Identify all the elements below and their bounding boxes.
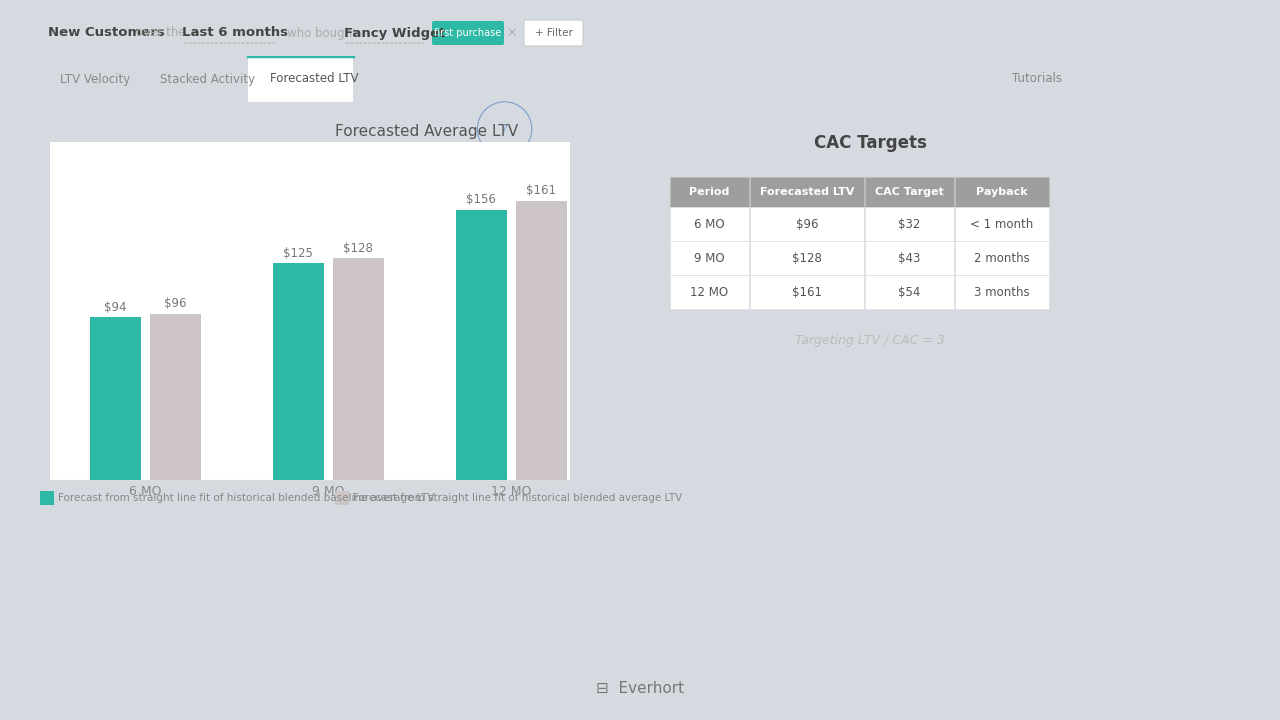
Text: $43: $43 bbox=[899, 251, 920, 264]
Text: 12 MO: 12 MO bbox=[690, 286, 728, 299]
Text: ⊟  Everhort: ⊟ Everhort bbox=[596, 680, 684, 696]
Text: $54: $54 bbox=[899, 286, 920, 299]
Text: first purchase: first purchase bbox=[434, 28, 502, 38]
Text: CAC Target: CAC Target bbox=[876, 187, 943, 197]
Text: 9 MO: 9 MO bbox=[694, 251, 724, 264]
FancyBboxPatch shape bbox=[524, 20, 582, 46]
Text: 3 months: 3 months bbox=[974, 286, 1030, 299]
Bar bbox=[865, 241, 954, 275]
Bar bbox=[669, 177, 749, 207]
Bar bbox=[955, 207, 1050, 241]
Bar bbox=[456, 210, 507, 480]
Bar bbox=[750, 275, 864, 309]
Bar bbox=[273, 264, 324, 480]
Bar bbox=[955, 241, 1050, 275]
Text: $161: $161 bbox=[526, 184, 557, 197]
Bar bbox=[865, 177, 954, 207]
Text: Last 6 months: Last 6 months bbox=[182, 27, 288, 40]
FancyBboxPatch shape bbox=[248, 56, 353, 102]
Text: Period: Period bbox=[690, 187, 730, 197]
Text: 6 MO: 6 MO bbox=[694, 217, 724, 230]
Bar bbox=[150, 314, 201, 480]
Text: ×: × bbox=[506, 27, 517, 40]
Text: over the: over the bbox=[136, 27, 186, 40]
Text: Forecasted Average LTV: Forecasted Average LTV bbox=[335, 124, 518, 139]
Text: $161: $161 bbox=[792, 286, 822, 299]
Text: Stacked Activity: Stacked Activity bbox=[160, 73, 255, 86]
Text: $94: $94 bbox=[104, 301, 127, 314]
Bar bbox=[669, 241, 749, 275]
Text: 2 months: 2 months bbox=[974, 251, 1030, 264]
Text: who bought: who bought bbox=[287, 27, 357, 40]
Text: $156: $156 bbox=[466, 193, 497, 206]
Text: Forecast from straight line fit of historical blended baseline average LTV: Forecast from straight line fit of histo… bbox=[58, 493, 434, 503]
Text: $96: $96 bbox=[164, 297, 187, 310]
Text: Forecasted LTV: Forecasted LTV bbox=[760, 187, 854, 197]
Bar bbox=[750, 207, 864, 241]
Text: $128: $128 bbox=[343, 242, 374, 255]
Text: Forecasted LTV: Forecasted LTV bbox=[270, 73, 358, 86]
Bar bbox=[750, 241, 864, 275]
Bar bbox=[40, 491, 54, 505]
Text: Payback: Payback bbox=[977, 187, 1028, 197]
Text: $125: $125 bbox=[283, 247, 314, 260]
Text: LTV Velocity: LTV Velocity bbox=[60, 73, 131, 86]
Text: Fancy Widget: Fancy Widget bbox=[344, 27, 445, 40]
Text: New Customers: New Customers bbox=[49, 27, 165, 40]
Bar bbox=[955, 177, 1050, 207]
Text: $32: $32 bbox=[899, 217, 920, 230]
Text: $96: $96 bbox=[796, 217, 818, 230]
Bar bbox=[333, 258, 384, 480]
Bar bbox=[865, 207, 954, 241]
Text: Tutorials: Tutorials bbox=[1012, 73, 1062, 86]
Bar bbox=[669, 275, 749, 309]
FancyBboxPatch shape bbox=[433, 21, 504, 45]
Bar bbox=[516, 201, 567, 480]
Text: Targeting LTV / CAC = 3: Targeting LTV / CAC = 3 bbox=[795, 334, 945, 347]
Bar bbox=[865, 275, 954, 309]
Text: ?: ? bbox=[502, 124, 508, 134]
Bar bbox=[669, 207, 749, 241]
Text: CAC Targets: CAC Targets bbox=[814, 134, 927, 152]
Bar bbox=[750, 177, 864, 207]
Text: $128: $128 bbox=[792, 251, 822, 264]
Text: Forecast from straight line fit of historical blended average LTV: Forecast from straight line fit of histo… bbox=[353, 493, 682, 503]
Bar bbox=[335, 491, 349, 505]
Bar bbox=[90, 317, 141, 480]
Text: < 1 month: < 1 month bbox=[970, 217, 1034, 230]
Text: + Filter: + Filter bbox=[535, 28, 572, 38]
Bar bbox=[955, 275, 1050, 309]
